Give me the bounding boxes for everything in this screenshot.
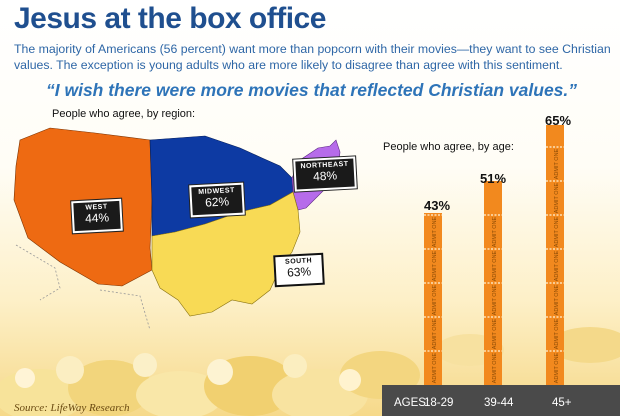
ticket-text: ADMIT ONE xyxy=(554,216,560,247)
age-axis-prefix: AGES: xyxy=(394,397,430,409)
ticket-text: ADMIT ONE xyxy=(554,148,560,179)
ticket-text: ADMIT ONE xyxy=(492,216,498,247)
ticket-west: WEST 44% xyxy=(71,198,123,234)
ticket-text: ADMIT ONE xyxy=(554,182,560,213)
pull-quote: “I wish there were more movies that refl… xyxy=(46,80,578,100)
ticket-text: ADMIT ONE xyxy=(432,352,438,383)
page-title: Jesus at the box office xyxy=(14,2,326,35)
ticket-text: ADMIT ONE xyxy=(554,318,560,349)
region-value-west: 44% xyxy=(84,210,110,226)
ticket-text: ADMIT ONE xyxy=(492,352,498,383)
bar-value-label: 51% xyxy=(480,171,507,186)
age-bar xyxy=(546,125,564,385)
age-tick-label: 39-44 xyxy=(484,397,514,409)
ticket-text: ADMIT ONE xyxy=(432,250,438,281)
us-map xyxy=(13,127,341,331)
ticket-text: ADMIT ONE xyxy=(492,284,498,315)
ticket-text: ADMIT ONE xyxy=(554,284,560,315)
subtitle: The majority of Americans (56 percent) w… xyxy=(14,42,611,72)
age-tick-label: 18-29 xyxy=(424,397,454,409)
age-chart-title: People who agree, by age: xyxy=(383,141,514,153)
ticket-text: ADMIT ONE xyxy=(432,318,438,349)
region-value-south: 63% xyxy=(286,264,312,280)
age-bar xyxy=(424,213,442,385)
region-value-midwest: 62% xyxy=(204,194,230,210)
ticket-text: ADMIT ONE xyxy=(492,250,498,281)
source-credit: Source: LifeWay Research xyxy=(14,402,130,414)
region-chart-title: People who agree, by region: xyxy=(52,108,196,120)
age-bars: ADMIT ONE ADMIT ONE ADMIT ONE ADMIT ONE ADMI… xyxy=(424,125,564,385)
ticket-northeast: NORTHEAST 48% xyxy=(293,156,357,192)
age-tick-label: 45+ xyxy=(552,397,572,409)
ticket-text: ADMIT ONE xyxy=(554,250,560,281)
ticket-text: ADMIT ONE xyxy=(554,352,560,383)
bar-value-label: 65% xyxy=(545,113,572,128)
ticket-text: ADMIT ONE xyxy=(432,284,438,315)
ticket-text: ADMIT ONE xyxy=(432,216,438,247)
age-axis-band xyxy=(382,385,620,416)
bar-value-label: 43% xyxy=(424,198,451,213)
ticket-text: ADMIT ONE xyxy=(492,318,498,349)
ticket-midwest: MIDWEST 62% xyxy=(189,182,245,218)
ticket-south: SOUTH 63% xyxy=(273,252,325,288)
